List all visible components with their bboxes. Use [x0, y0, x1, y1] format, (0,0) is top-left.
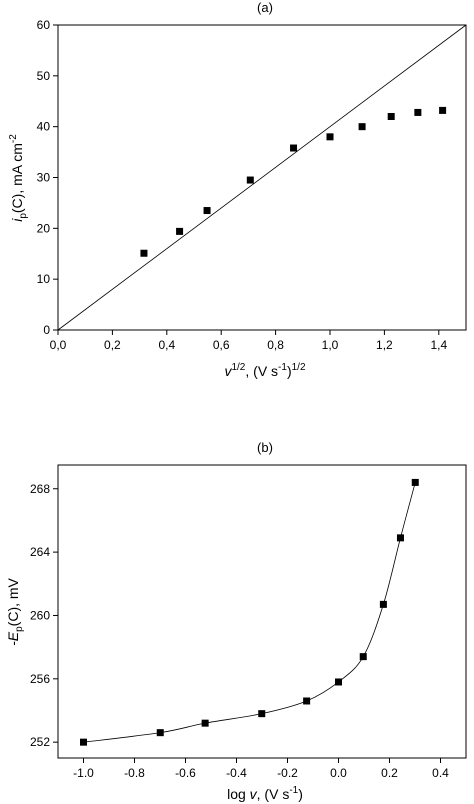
- b-x-tick-label: -0.8: [124, 766, 145, 780]
- a-y-tick-label: 10: [37, 272, 51, 286]
- panel-a-y-axis-label: ip(C), mA cm-2: [8, 134, 29, 222]
- b-x-tick-label: -0.2: [277, 766, 298, 780]
- b-data-point: [303, 697, 311, 705]
- panel-a-x-ticks: 0,0 0,2 0,4 0,6 0,8 1,0 1,2 1,4: [50, 330, 447, 352]
- panel-b-y-ticks: 252 256 260 264 268: [30, 482, 58, 749]
- b-data-point: [156, 729, 164, 737]
- a-x-tick-label: 1,4: [430, 338, 447, 352]
- b-data-point: [258, 710, 266, 718]
- b-x-tick-label: 0.4: [432, 766, 449, 780]
- a-data-point: [414, 108, 422, 116]
- panel-a-chart: (a) 0,0 0,2 0,4 0,6 0,8 1,0 1,2 1,4 0 10 20 30 40 50…: [8, 0, 467, 379]
- a-data-point: [358, 123, 366, 131]
- panel-b-x-ticks: -1.0 -0.8 -0.6 -0.4 -0.2 0.0 0.2 0.4: [73, 758, 449, 780]
- a-x-tick-label: 0,8: [267, 338, 284, 352]
- a-x-tick-label: 0,4: [158, 338, 175, 352]
- a-data-point: [203, 207, 211, 215]
- panel-b-fit-curve: [83, 482, 416, 743]
- a-y-tick-label: 0: [43, 323, 50, 337]
- b-data-point: [379, 600, 387, 608]
- b-data-point: [359, 653, 367, 661]
- panel-a-x-axis-label: v1/2, (V s-1)1/2: [224, 362, 305, 379]
- a-y-tick-label: 60: [37, 18, 51, 32]
- b-data-point: [80, 738, 87, 746]
- panel-a-label: (a): [257, 0, 273, 15]
- panel-b-chart: (b) -1.0 -0.8 -0.6 -0.4 -0.2 0.0 0.2 0.4 252 256…: [5, 440, 467, 802]
- a-y-tick-label: 50: [37, 69, 51, 83]
- a-y-tick-label: 40: [37, 120, 51, 134]
- b-x-tick-label: 0.0: [330, 766, 347, 780]
- b-y-tick-label: 264: [30, 545, 50, 559]
- a-data-point: [176, 227, 184, 235]
- b-data-point: [201, 719, 209, 727]
- a-data-point: [387, 113, 395, 120]
- panel-a-data-points: [140, 106, 447, 257]
- a-x-tick-label: 1,2: [376, 338, 393, 352]
- b-data-point: [396, 534, 404, 542]
- a-fit-line-path: [57, 24, 467, 331]
- panel-b-plot-frame: [57, 464, 467, 759]
- a-x-tick-label: 0,2: [104, 338, 121, 352]
- b-y-tick-label: 252: [30, 735, 50, 749]
- b-y-tick-label: 256: [30, 672, 50, 686]
- a-data-point: [290, 144, 298, 152]
- panel-a-fit-line: [57, 24, 467, 331]
- panel-b-y-axis-label: -Ep(C), mV: [5, 577, 25, 645]
- b-x-tick-label: -0.4: [226, 766, 247, 780]
- a-x-tick-label: 1,0: [322, 338, 339, 352]
- b-data-point: [411, 478, 419, 486]
- a-y-tick-label: 20: [37, 221, 51, 235]
- b-y-tick-label: 268: [30, 482, 50, 496]
- panel-b-label: (b): [257, 440, 273, 455]
- a-data-point: [246, 176, 254, 184]
- panel-a-y-ticks: 0 10 20 30 40 50 60: [37, 18, 58, 337]
- a-data-point: [140, 249, 148, 257]
- b-x-tick-label: -0.6: [175, 766, 196, 780]
- panel-b-data-points: [80, 478, 419, 746]
- a-y-tick-label: 30: [37, 171, 51, 185]
- a-x-tick-label: 0,6: [213, 338, 230, 352]
- a-data-point: [439, 106, 447, 114]
- a-x-tick-label: 0,0: [50, 338, 67, 352]
- b-x-tick-label: -1.0: [73, 766, 94, 780]
- b-x-tick-label: 0.2: [381, 766, 398, 780]
- panel-b-x-axis-label: log v, (V s-1): [227, 785, 303, 802]
- b-fit-curve-path: [83, 482, 416, 743]
- a-data-point: [326, 133, 334, 141]
- b-y-tick-label: 260: [30, 608, 50, 622]
- b-data-point: [335, 678, 342, 686]
